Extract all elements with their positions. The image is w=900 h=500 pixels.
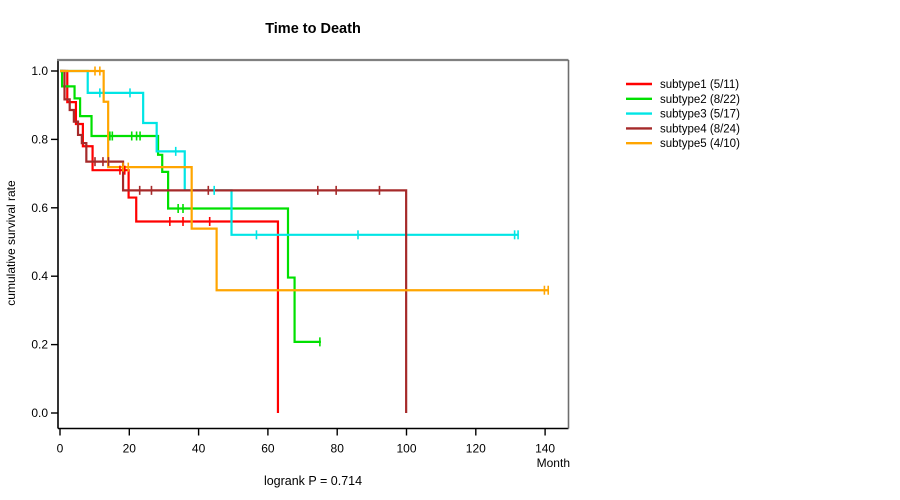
chart-title: Time to Death <box>265 21 361 37</box>
x-tick-label: 120 <box>466 442 486 456</box>
y-tick-label: 0.0 <box>31 406 48 420</box>
legend: subtype1 (5/11) subtype2 (8/22) subtype3 (… <box>626 79 740 150</box>
x-tick-label: 20 <box>123 442 137 456</box>
y-tick-label: 0.2 <box>31 338 48 352</box>
y-tick-label: 0.4 <box>31 269 48 283</box>
survival-curve-subtype2 <box>60 69 321 343</box>
x-tick-label: 60 <box>261 442 275 456</box>
legend-label-subtype2: subtype2 (8/22) <box>660 94 740 106</box>
survival-curve-subtype1 <box>60 69 280 413</box>
survival-curves <box>60 69 549 413</box>
x-axis-label: Month <box>537 456 570 470</box>
legend-label-subtype3: subtype3 (5/17) <box>660 109 740 121</box>
legend-label-subtype4: subtype4 (8/24) <box>660 123 740 135</box>
legend-label-subtype1: subtype1 (5/11) <box>660 79 739 91</box>
y-tick-label: 0.8 <box>31 132 48 146</box>
legend-item-subtype5: subtype5 (4/10) <box>626 138 740 150</box>
legend-item-subtype4: subtype4 (8/24) <box>626 123 740 135</box>
y-tick-label: 1.0 <box>31 64 48 78</box>
survival-curve-subtype5 <box>60 69 549 292</box>
censor-tick-marks <box>94 66 550 347</box>
x-tick-label: 140 <box>535 442 555 456</box>
y-tick-label: 0.6 <box>31 201 48 215</box>
legend-item-subtype1: subtype1 (5/11) <box>626 79 739 91</box>
legend-item-subtype2: subtype2 (8/22) <box>626 94 740 106</box>
x-tick-label: 100 <box>396 442 416 456</box>
x-axis-ticks: 0 20 40 60 80 100 120 140 <box>57 428 555 456</box>
y-axis-label: cumulative survival rate <box>4 180 18 306</box>
survival-curve-subtype3 <box>60 69 519 236</box>
y-axis-ticks: 0.0 0.2 0.4 0.6 0.8 1.0 <box>31 64 58 420</box>
legend-item-subtype3: subtype3 (5/17) <box>626 109 740 121</box>
plot-frame <box>57 58 570 430</box>
survival-curve-subtype4 <box>60 69 408 413</box>
x-tick-label: 80 <box>331 442 345 456</box>
logrank-p-value: logrank P = 0.714 <box>264 474 362 488</box>
legend-label-subtype5: subtype5 (4/10) <box>660 138 740 150</box>
x-tick-label: 40 <box>192 442 206 456</box>
x-tick-label: 0 <box>57 442 64 456</box>
